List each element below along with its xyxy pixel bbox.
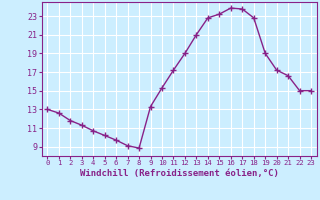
X-axis label: Windchill (Refroidissement éolien,°C): Windchill (Refroidissement éolien,°C): [80, 169, 279, 178]
